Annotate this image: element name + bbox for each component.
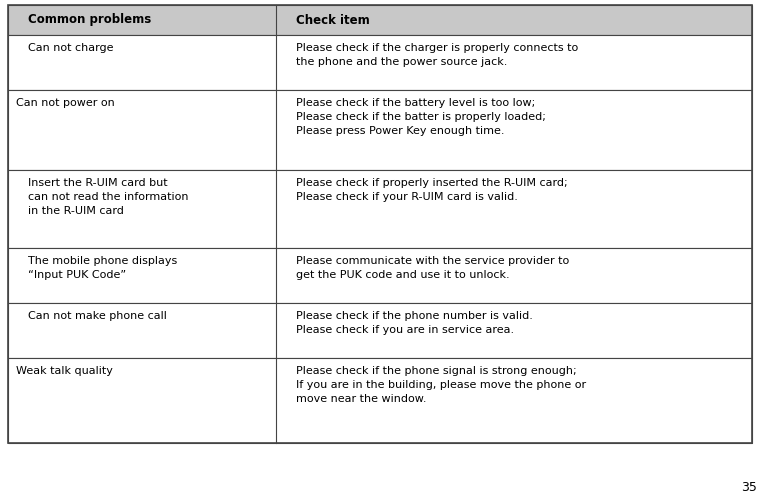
Text: Can not make phone call: Can not make phone call — [28, 311, 167, 321]
Text: Common problems: Common problems — [28, 13, 151, 27]
Bar — [8, 35, 752, 90]
Text: If you are in the building, please move the phone or: If you are in the building, please move … — [296, 380, 586, 390]
Text: can not read the information: can not read the information — [28, 192, 189, 202]
Text: Insert the R-UIM card but: Insert the R-UIM card but — [28, 178, 168, 188]
Text: Please check if your R-UIM card is valid.: Please check if your R-UIM card is valid… — [296, 192, 518, 202]
Bar — [8, 248, 752, 303]
Text: move near the window.: move near the window. — [296, 394, 426, 404]
Bar — [8, 170, 752, 248]
Text: Please check if the charger is properly connects to: Please check if the charger is properly … — [296, 43, 578, 53]
Text: Please check if the phone number is valid.: Please check if the phone number is vali… — [296, 311, 533, 321]
Text: Please press Power Key enough time.: Please press Power Key enough time. — [296, 126, 505, 136]
Text: Can not charge: Can not charge — [28, 43, 114, 53]
Text: Please check if you are in service area.: Please check if you are in service area. — [296, 325, 514, 335]
Bar — [8, 303, 752, 358]
Text: “Input PUK Code”: “Input PUK Code” — [28, 270, 126, 280]
Bar — [8, 90, 752, 170]
Text: Can not power on: Can not power on — [16, 98, 115, 108]
Bar — [8, 5, 752, 443]
Text: Check item: Check item — [296, 13, 370, 27]
Text: in the R-UIM card: in the R-UIM card — [28, 206, 124, 216]
Bar — [8, 5, 752, 35]
Text: the phone and the power source jack.: the phone and the power source jack. — [296, 57, 508, 67]
Bar — [8, 358, 752, 443]
Text: Please check if the phone signal is strong enough;: Please check if the phone signal is stro… — [296, 366, 577, 376]
Text: Please communicate with the service provider to: Please communicate with the service prov… — [296, 256, 569, 266]
Text: The mobile phone displays: The mobile phone displays — [28, 256, 177, 266]
Text: get the PUK code and use it to unlock.: get the PUK code and use it to unlock. — [296, 270, 509, 280]
Text: Please check if the battery level is too low;: Please check if the battery level is too… — [296, 98, 535, 108]
Text: Please check if properly inserted the R-UIM card;: Please check if properly inserted the R-… — [296, 178, 568, 188]
Text: Weak talk quality: Weak talk quality — [16, 366, 113, 376]
Text: Please check if the batter is properly loaded;: Please check if the batter is properly l… — [296, 112, 546, 122]
Text: 35: 35 — [741, 481, 757, 493]
